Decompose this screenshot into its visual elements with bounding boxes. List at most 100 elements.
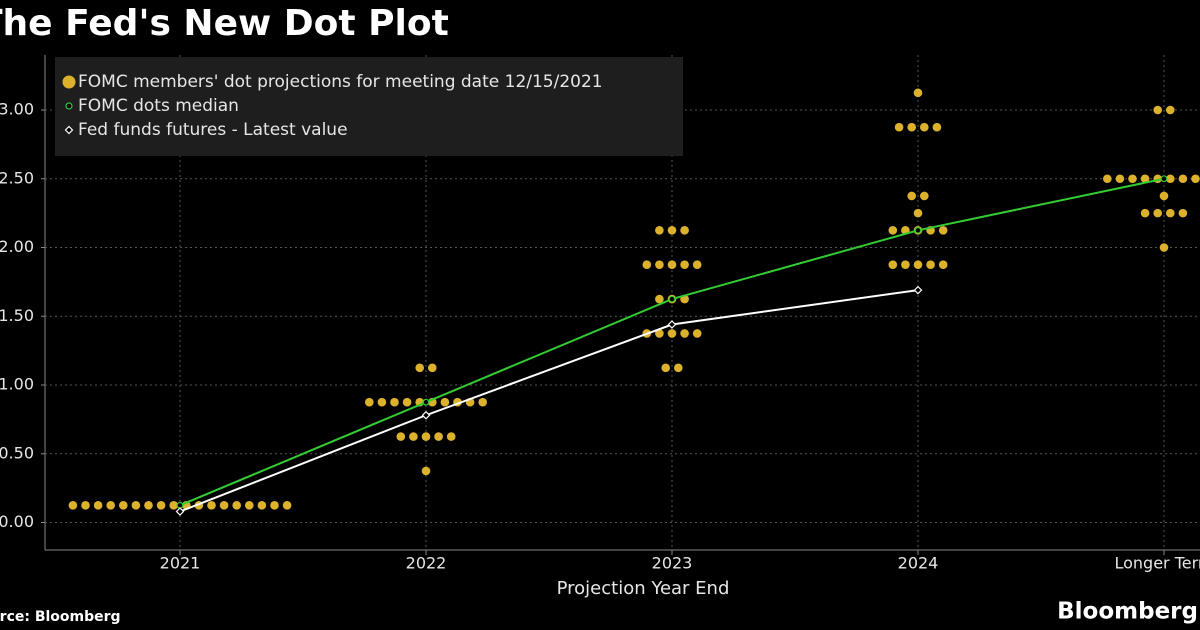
projection-dot — [938, 226, 948, 235]
projection-dot — [207, 501, 216, 510]
legend-box — [55, 57, 683, 156]
projection-dot — [642, 260, 652, 269]
projection-dot — [907, 122, 916, 132]
projection-dot — [667, 226, 677, 235]
series-marker — [175, 507, 185, 516]
projection-dot — [106, 501, 115, 510]
projection-dot — [655, 226, 664, 235]
projection-dot — [1115, 174, 1125, 184]
projection-dot — [219, 501, 229, 510]
projection-dot — [478, 397, 488, 407]
projection-dot — [156, 501, 166, 510]
brand: Bloomberg — [1057, 599, 1198, 625]
projection-dot — [655, 329, 664, 338]
projection-dot — [692, 329, 702, 338]
projection-dot — [93, 501, 103, 510]
y-tick-label: 2.00 — [0, 237, 34, 256]
y-tick-label: 0.50 — [0, 443, 34, 462]
projection-dot — [926, 260, 935, 269]
projection-dot — [1166, 174, 1175, 184]
legend-label: FOMC members' dot projections for meetin… — [78, 72, 603, 92]
projection-dot — [692, 260, 702, 269]
projection-dot — [144, 501, 153, 510]
legend-label: FOMC dots median — [78, 96, 239, 116]
projection-dot — [661, 363, 670, 373]
projection-dot — [913, 88, 923, 98]
projection-dot — [932, 122, 942, 132]
projection-dot — [1153, 208, 1162, 218]
projection-dot — [938, 260, 948, 269]
projection-dot — [680, 226, 689, 235]
projection-dot — [1128, 174, 1137, 184]
projection-dot — [674, 363, 683, 373]
projection-dot — [396, 432, 406, 441]
projection-dot — [1159, 243, 1169, 252]
projection-dot — [81, 501, 90, 510]
source: Source: Bloomberg — [0, 609, 121, 625]
projection-dot — [415, 363, 425, 373]
projection-dot — [888, 260, 898, 269]
projection-dot — [907, 191, 916, 201]
legend: FOMC members' dot projections for meetin… — [62, 72, 603, 140]
legend-symbol — [65, 102, 73, 110]
legend-symbol — [62, 75, 76, 89]
projection-dot — [421, 432, 431, 441]
projection-dot — [680, 260, 689, 269]
projection-dot — [655, 260, 664, 269]
projection-dot — [421, 466, 431, 476]
projection-dot — [901, 260, 910, 269]
projection-dot — [270, 501, 279, 510]
projection-dot — [655, 294, 664, 304]
projection-dot — [434, 432, 443, 441]
series-marker — [421, 410, 431, 420]
projection-dot — [1166, 208, 1175, 218]
projection-dot — [667, 329, 677, 338]
series-line — [179, 289, 919, 513]
projection-dot — [1178, 208, 1188, 218]
x-tick-label: Longer Term — [1114, 554, 1200, 573]
x-tick-label: 2023 — [652, 554, 693, 573]
series-marker — [668, 295, 676, 303]
projection-dot — [1153, 105, 1162, 115]
projection-dot — [257, 501, 267, 510]
projection-dot — [440, 397, 450, 407]
projection-dot — [920, 122, 929, 132]
projection-dot — [680, 329, 689, 338]
projection-dot — [1178, 174, 1188, 184]
y-tick-label: 2.50 — [0, 168, 34, 187]
projection-dot — [282, 501, 292, 510]
projection-dot — [1166, 105, 1175, 115]
projection-dot — [913, 260, 923, 269]
chart-title: The Fed's New Dot Plot — [0, 3, 449, 44]
projection-dot — [1191, 174, 1200, 184]
projection-dot — [894, 122, 904, 132]
x-tick-label: 2022 — [406, 554, 447, 573]
projection-dot — [365, 397, 374, 407]
projection-dot — [402, 397, 412, 407]
y-tick-label: 3.00 — [0, 100, 34, 119]
projection-dot — [1140, 174, 1150, 184]
projection-dot — [428, 363, 437, 373]
projection-dot — [920, 191, 929, 201]
legend-label: Fed funds futures - Latest value — [78, 120, 348, 140]
projection-dot — [245, 501, 254, 510]
projection-dot — [68, 501, 78, 510]
plot-area: 0.00 0.50 1.00 1.50 2.00 2.50 3.00 2021 2022 2023… — [0, 55, 1200, 573]
projection-dot — [169, 501, 178, 510]
y-tick-label: 1.50 — [0, 306, 34, 325]
projection-dot — [131, 501, 141, 510]
projection-dot — [1140, 208, 1150, 218]
projection-dot — [1159, 191, 1169, 201]
projection-dot — [409, 432, 418, 441]
projection-dot — [913, 208, 923, 218]
series-marker — [667, 320, 677, 329]
x-tick-label: 2021 — [160, 554, 201, 573]
projection-dot — [1103, 174, 1112, 184]
series-marker — [1160, 175, 1168, 183]
projection-dot — [667, 260, 677, 269]
projection-dot — [377, 397, 387, 407]
legend-symbol — [64, 125, 74, 135]
projection-dot — [232, 501, 241, 510]
x-axis-title: Projection Year End — [557, 578, 730, 599]
